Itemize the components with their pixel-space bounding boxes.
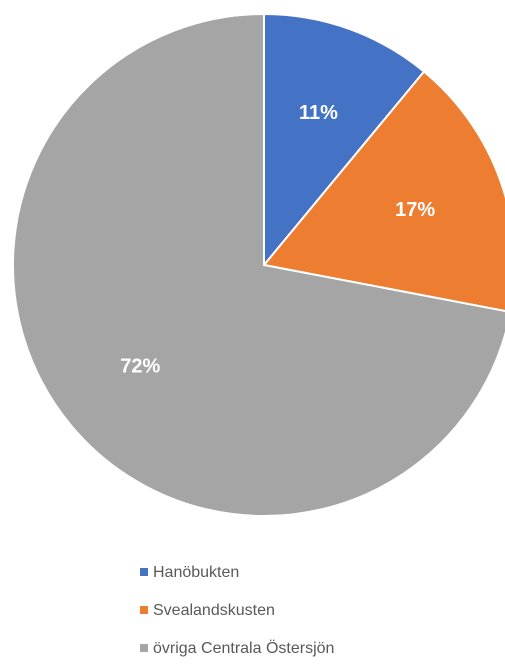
- legend-marker: [140, 644, 148, 652]
- legend-text: Hanöbukten: [153, 564, 239, 581]
- slice-label: 17%: [395, 199, 435, 221]
- legend-marker: [140, 568, 148, 576]
- legend-text: Svealandskusten: [153, 602, 275, 619]
- slice-label: 72%: [120, 356, 160, 378]
- slice-label: 11%: [299, 102, 338, 124]
- legend-marker: [140, 606, 148, 614]
- pie-slice: [262, 70, 505, 312]
- pie-slice: [263, 12, 426, 268]
- legend-text: övriga Centrala Östersjön: [153, 639, 334, 657]
- pie-slice: [12, 12, 505, 517]
